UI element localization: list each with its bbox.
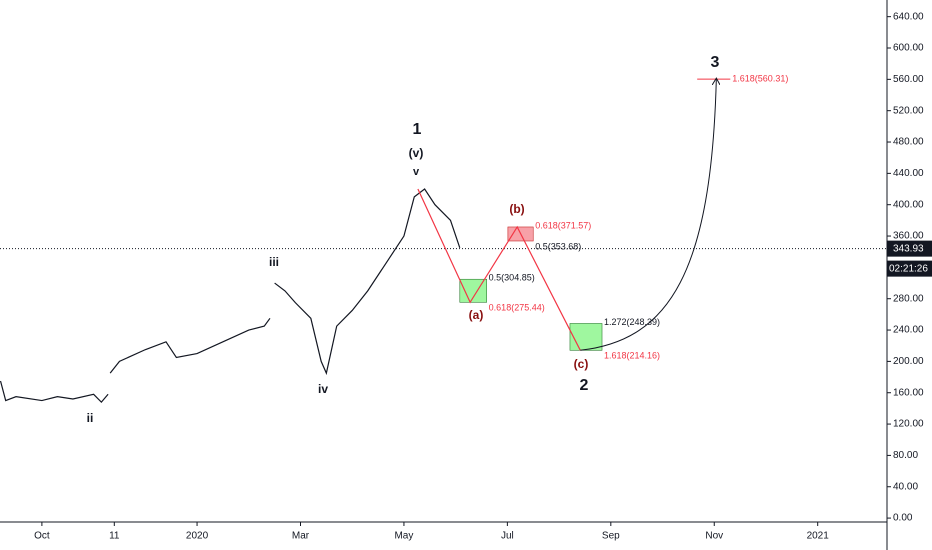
wave-label: ii	[87, 411, 94, 425]
fib-label: 0.618(371.57)	[535, 220, 591, 230]
last-price-label: 343.93	[893, 243, 924, 254]
y-tick-label: 400.00	[893, 199, 924, 210]
fib-zone	[459, 278, 487, 303]
fib-zone	[569, 323, 603, 351]
x-tick-label: 2021	[807, 531, 830, 542]
y-tick-label: 80.00	[893, 450, 918, 461]
y-tick-label: 40.00	[893, 481, 918, 492]
y-tick-label: 640.00	[893, 11, 924, 22]
x-tick-label: 2020	[186, 531, 209, 542]
fib-label: 0.618(275.44)	[489, 303, 545, 313]
x-tick-label: Sep	[602, 531, 620, 542]
y-tick-label: 560.00	[893, 74, 924, 85]
projection-curve	[580, 79, 716, 351]
x-tick-label: Nov	[705, 531, 723, 542]
y-tick-label: 120.00	[893, 419, 924, 430]
x-tick-label: Oct	[34, 531, 50, 542]
wave-label: 1	[413, 121, 422, 138]
wave-label: iii	[269, 255, 279, 269]
y-tick-label: 360.00	[893, 231, 924, 242]
fib-label: 0.5(304.85)	[489, 273, 535, 283]
fib-label: 1.618(214.16)	[604, 351, 660, 361]
fib-label: 0.5(353.68)	[535, 241, 581, 251]
wave-label: (c)	[574, 357, 589, 371]
target-label: 1.618(560.31)	[732, 73, 788, 83]
countdown-box	[887, 260, 932, 277]
y-tick-label: 0.00	[893, 513, 913, 524]
y-tick-label: 280.00	[893, 293, 924, 304]
x-tick-label: May	[394, 531, 413, 542]
price-line	[0, 380, 109, 404]
wave-label: 3	[711, 54, 720, 71]
y-tick-label: 200.00	[893, 356, 924, 367]
price-line	[274, 188, 461, 376]
x-tick-label: 11	[109, 531, 120, 542]
wave-label: (b)	[509, 202, 524, 216]
y-tick-label: 160.00	[893, 387, 924, 398]
y-tick-label: 520.00	[893, 105, 924, 116]
price-line	[109, 317, 271, 374]
last-price-box	[887, 240, 932, 257]
wave-label: (v)	[409, 146, 424, 160]
y-tick-label: 480.00	[893, 137, 924, 148]
y-tick-label: 240.00	[893, 325, 924, 336]
x-tick-label: Mar	[292, 531, 310, 542]
wave-label: v	[413, 166, 420, 178]
wave-label: 2	[580, 377, 589, 394]
fib-label: 1.272(248.39)	[604, 317, 660, 327]
wave-label: (a)	[469, 308, 484, 322]
y-tick-label: 600.00	[893, 43, 924, 54]
countdown-label: 02:21:26	[889, 263, 928, 274]
y-tick-label: 440.00	[893, 168, 924, 179]
x-tick-label: Jul	[501, 531, 514, 542]
projection-line	[417, 188, 581, 351]
wave-label: iv	[318, 382, 328, 396]
